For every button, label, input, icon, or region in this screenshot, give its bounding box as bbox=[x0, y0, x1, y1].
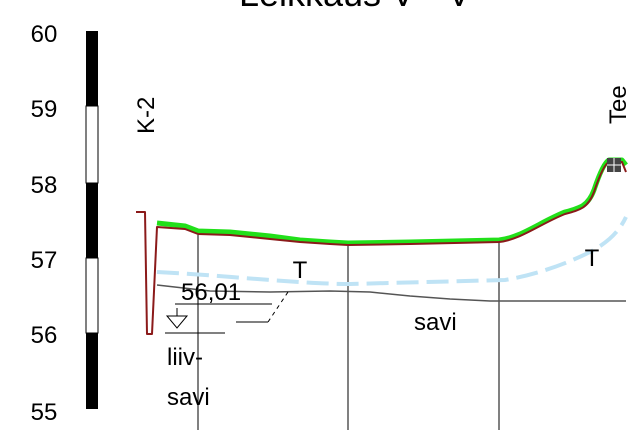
frost-line bbox=[156, 216, 628, 287]
water-level-triangle-icon bbox=[165, 315, 189, 329]
design-line bbox=[136, 161, 627, 335]
groundwater-level-marker bbox=[165, 288, 291, 334]
road-label: Tee bbox=[605, 85, 632, 124]
scale-segment bbox=[86, 31, 98, 106]
elevation-label-60: 60 bbox=[31, 21, 58, 48]
elevation-label-59: 59 bbox=[31, 96, 58, 123]
section-title: Leikkaus V - V bbox=[239, 0, 471, 14]
road-crown-marker bbox=[607, 158, 621, 172]
scale-segment bbox=[86, 183, 98, 258]
elevation-scale-bar bbox=[85, 31, 99, 409]
ground-surface-line bbox=[156, 157, 628, 246]
water-level-label: 56,01 bbox=[181, 279, 241, 306]
station-lines bbox=[197, 232, 500, 430]
elevation-label-57: 57 bbox=[31, 247, 58, 274]
scale-segment bbox=[86, 333, 98, 409]
scale-segment bbox=[85, 105, 99, 184]
frost-layer-label-right: T bbox=[585, 245, 600, 272]
clay-label: savi bbox=[414, 309, 457, 336]
borehole-label: K-2 bbox=[133, 97, 160, 134]
frost-layer-label-left: T bbox=[293, 257, 308, 284]
soil-boundary-line bbox=[156, 284, 626, 302]
elevation-label-55: 55 bbox=[31, 399, 58, 426]
elevation-labels: 60 59 58 57 56 55 bbox=[31, 21, 58, 426]
elevation-label-58: 58 bbox=[31, 172, 58, 199]
elevation-label-56: 56 bbox=[31, 322, 58, 349]
scale-segment bbox=[85, 257, 99, 334]
silt-clay-label-line1: liiv- bbox=[167, 344, 203, 371]
silt-clay-label-line2: savi bbox=[167, 384, 210, 411]
